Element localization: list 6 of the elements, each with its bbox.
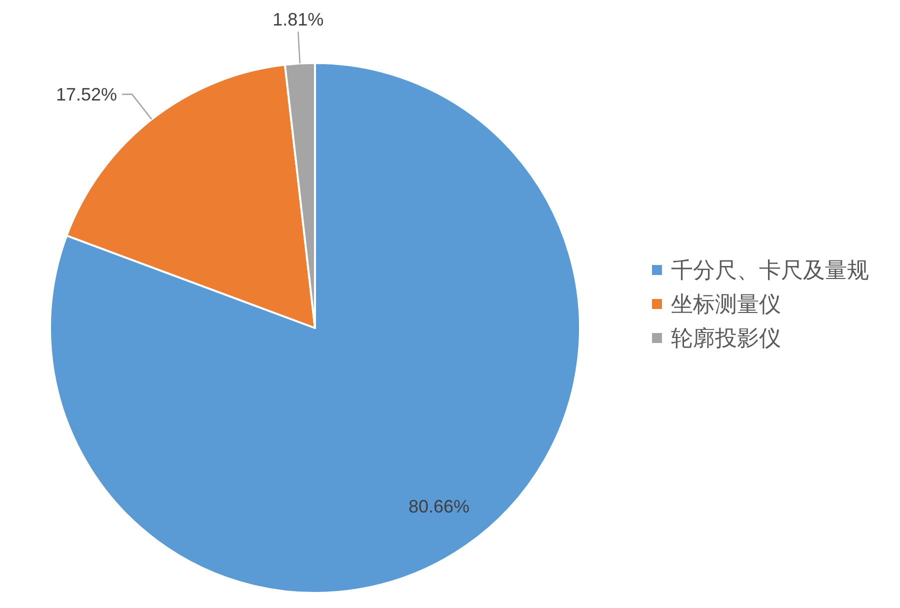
- data-label: 80.66%: [408, 496, 470, 516]
- data-label: 1.81%: [272, 10, 324, 30]
- legend-label: 千分尺、卡尺及量规: [671, 258, 869, 282]
- data-label: 17.52%: [56, 84, 118, 104]
- legend-label: 轮廓投影仪: [671, 326, 781, 350]
- legend-label: 坐标测量仪: [671, 292, 781, 316]
